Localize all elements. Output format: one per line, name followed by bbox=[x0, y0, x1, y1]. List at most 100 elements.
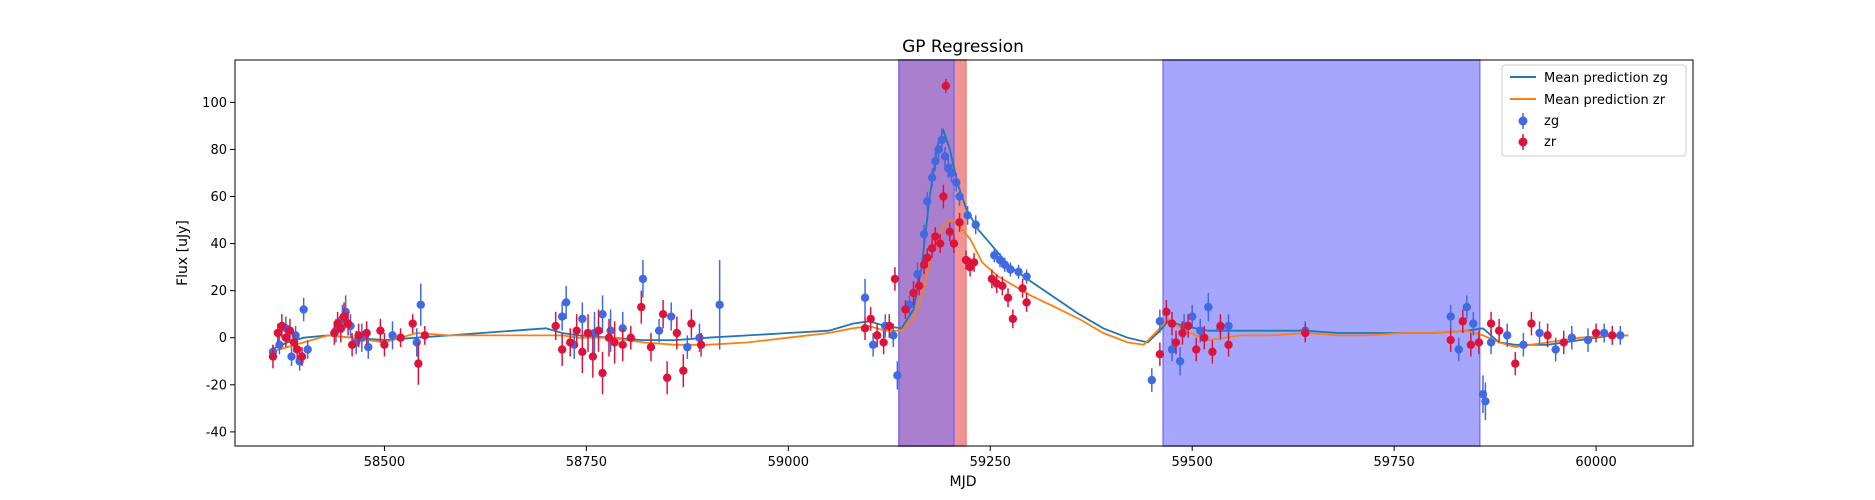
zg-point bbox=[1481, 397, 1490, 406]
legend-label-zr-line: Mean prediction zr bbox=[1544, 93, 1666, 108]
zr-point bbox=[687, 319, 696, 328]
y-tick-label: 100 bbox=[202, 96, 227, 111]
zg-point bbox=[1147, 375, 1157, 385]
zr-point bbox=[1591, 328, 1601, 338]
zr-point bbox=[583, 328, 593, 338]
zr-point bbox=[330, 328, 339, 338]
zr-point bbox=[1003, 293, 1013, 302]
legend-swatch-zr-marker bbox=[1518, 137, 1528, 147]
zr-point bbox=[285, 326, 295, 335]
zr-point bbox=[598, 368, 607, 378]
zg-point bbox=[934, 145, 943, 154]
zg-point bbox=[412, 338, 421, 347]
zg-point bbox=[937, 135, 946, 145]
zg-point bbox=[275, 340, 284, 349]
zg-point bbox=[695, 333, 704, 342]
zr-point bbox=[347, 340, 357, 349]
zr-point bbox=[1608, 331, 1617, 340]
zr-point bbox=[637, 302, 646, 312]
zr-point bbox=[1559, 338, 1568, 347]
zr-point bbox=[919, 260, 929, 269]
zg-point bbox=[940, 152, 950, 161]
zr-point bbox=[610, 338, 619, 347]
shaded-region-1 bbox=[898, 59, 955, 447]
zr-point bbox=[1167, 319, 1177, 328]
zr-point bbox=[1466, 340, 1476, 349]
zr-point bbox=[1458, 317, 1467, 326]
zr-point bbox=[935, 239, 945, 248]
zr-point bbox=[696, 340, 706, 349]
zr-point bbox=[1474, 338, 1484, 347]
zr-point bbox=[273, 328, 283, 338]
zr-point bbox=[343, 319, 353, 328]
zg-point bbox=[947, 168, 956, 178]
zr-point bbox=[289, 338, 299, 347]
y-tick-label: 20 bbox=[210, 284, 227, 299]
shaded-regions bbox=[898, 59, 1481, 447]
observation-points bbox=[268, 78, 1625, 421]
zr-point bbox=[362, 328, 371, 338]
zr-point bbox=[380, 340, 389, 349]
zr-point bbox=[923, 253, 932, 262]
zg-point bbox=[1503, 331, 1512, 340]
zg-point bbox=[1022, 272, 1031, 281]
zg-point bbox=[557, 312, 567, 321]
zr-point bbox=[414, 359, 423, 368]
zg-point bbox=[561, 298, 571, 307]
shaded-region-2 bbox=[1162, 59, 1481, 447]
zg-point bbox=[638, 274, 648, 284]
zg-point bbox=[1175, 357, 1185, 366]
zg-point bbox=[893, 371, 902, 380]
zr-point bbox=[1162, 307, 1171, 317]
x-tick-label: 58750 bbox=[566, 455, 607, 470]
zr-point bbox=[292, 345, 302, 354]
zr-point bbox=[618, 340, 627, 349]
zr-point bbox=[578, 347, 587, 357]
y-tick-label: 0 bbox=[219, 331, 227, 346]
zr-point bbox=[931, 232, 940, 241]
zg-point bbox=[963, 211, 972, 220]
zg-point bbox=[1599, 328, 1609, 338]
zg-point bbox=[683, 342, 692, 352]
line-mean-prediction-zg bbox=[270, 128, 1629, 351]
zg-point bbox=[1519, 340, 1528, 349]
zr-point bbox=[1008, 314, 1018, 324]
zr-point bbox=[594, 326, 603, 335]
axes-ticks: 58500 58750 59000 59250 59500 59750 60000 -40 -2… bbox=[202, 96, 1617, 470]
zg-point bbox=[364, 342, 373, 352]
zr-point bbox=[1192, 345, 1201, 354]
zr-point bbox=[551, 321, 560, 331]
zr-point bbox=[268, 352, 278, 361]
zg-point bbox=[927, 173, 937, 182]
zr-point bbox=[336, 324, 346, 333]
zg-point bbox=[1187, 312, 1197, 321]
zg-point bbox=[913, 269, 922, 279]
legend: Mean prediction zg Mean prediction zr zg… bbox=[1501, 64, 1687, 157]
zg-point bbox=[654, 326, 664, 335]
zr-point bbox=[376, 326, 385, 335]
zg-point bbox=[868, 340, 878, 349]
zg-point bbox=[388, 331, 397, 340]
zg-point bbox=[416, 300, 425, 309]
zr-point bbox=[998, 281, 1007, 291]
zr-point bbox=[297, 352, 307, 361]
zr-point bbox=[658, 309, 668, 319]
x-axis-label: MJD bbox=[950, 474, 977, 490]
zr-point bbox=[914, 281, 924, 291]
zg-point bbox=[1551, 345, 1560, 354]
y-axis-label: Flux [uJy] bbox=[175, 220, 191, 286]
zr-point bbox=[945, 227, 955, 237]
zg-point bbox=[1583, 335, 1593, 345]
zr-point bbox=[1494, 326, 1504, 335]
zr-point bbox=[1200, 333, 1209, 342]
zg-point bbox=[1469, 319, 1478, 328]
zr-point bbox=[890, 274, 900, 284]
zr-point bbox=[566, 338, 575, 347]
zg-point bbox=[299, 305, 308, 314]
zr-point bbox=[572, 326, 581, 335]
zg-point bbox=[1454, 345, 1463, 354]
zg-point bbox=[990, 251, 999, 260]
zg-point bbox=[606, 326, 615, 335]
zr-point bbox=[626, 333, 636, 342]
legend-swatch-zg-marker bbox=[1518, 116, 1528, 126]
